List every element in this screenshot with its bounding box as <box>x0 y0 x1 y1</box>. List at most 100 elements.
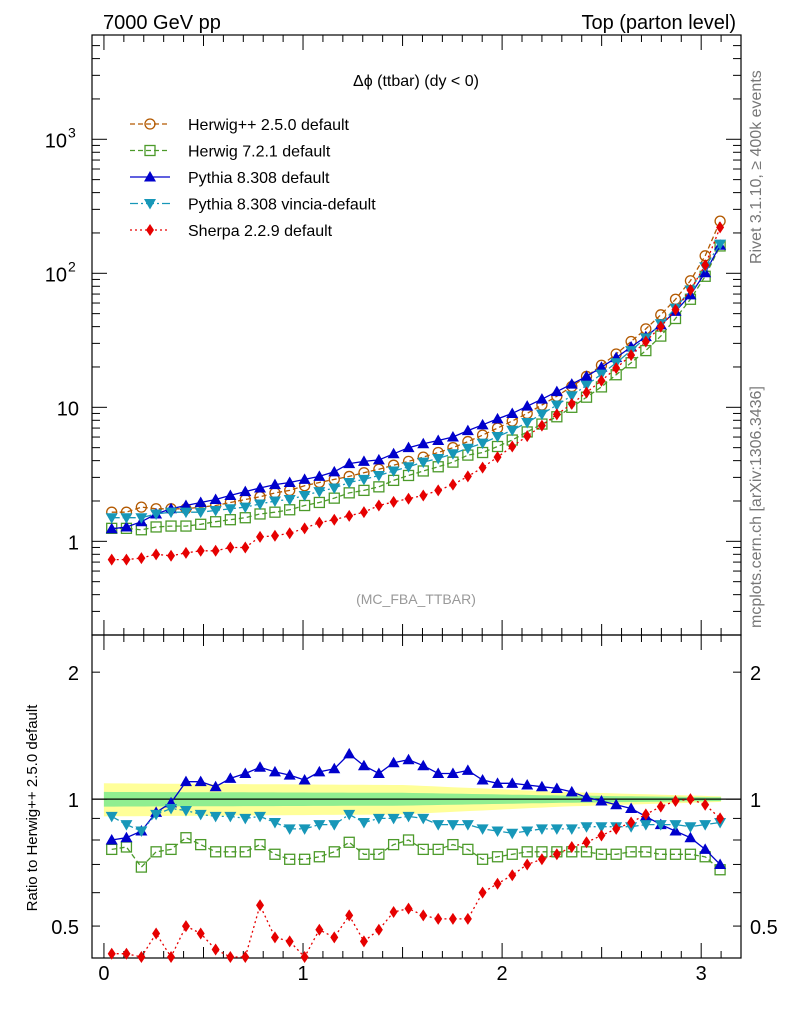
ratio-point-sherpa-2-2-9-default <box>537 853 546 866</box>
ratio-point-pythia-8-308-vincia-default <box>550 824 563 835</box>
main-point-pythia-8-308-vincia-default <box>283 495 296 506</box>
ratio-point-sherpa-2-2-9-default <box>434 912 443 925</box>
ratio-point-pythia-8-308-vincia-default <box>372 813 385 825</box>
ratio-point-pythia-8-308-default <box>595 794 608 806</box>
ratio-point-pythia-8-308-vincia-default <box>283 824 296 835</box>
main-point-pythia-8-308-vincia-default <box>535 409 548 421</box>
legend-marker-pythia-8-308-default <box>144 171 156 182</box>
main-point-sherpa-2-2-9-default <box>478 461 487 474</box>
ratio-point-pythia-8-308-vincia-default <box>565 824 578 835</box>
main-point-sherpa-2-2-9-default <box>523 430 532 443</box>
ratio-xtick-label: 3 <box>696 963 707 985</box>
main-point-pythia-8-308-default <box>179 499 192 511</box>
ratio-frame <box>91 634 742 959</box>
ratio-point-pythia-8-308-vincia-default <box>194 809 207 821</box>
main-point-sherpa-2-2-9-default <box>716 221 725 234</box>
ratio-point-sherpa-2-2-9-default <box>137 951 146 963</box>
ratio-xtick-label: 2 <box>497 963 508 985</box>
ratio-point-pythia-8-308-vincia-default <box>684 822 697 833</box>
main-point-sherpa-2-2-9-default <box>345 509 354 522</box>
ratio-point-pythia-8-308-default <box>328 762 341 774</box>
main-ytick-label: 10 <box>45 264 67 286</box>
ratio-point-pythia-8-308-vincia-default <box>120 820 133 831</box>
ratio-point-sherpa-2-2-9-default <box>330 931 339 944</box>
main-point-pythia-8-308-default <box>476 418 489 430</box>
ratio-point-pythia-8-308-vincia-default <box>580 822 593 833</box>
ratio-xtick-label: 1 <box>297 963 308 985</box>
mcplots-label: mcplots.cern.ch [arXiv:1306.3436] <box>748 386 765 628</box>
ratio-point-sherpa-2-2-9-default <box>389 905 398 918</box>
main-point-pythia-8-308-default <box>461 424 474 436</box>
main-point-herwig-2-5-0-default <box>491 422 504 434</box>
ratio-point-herwig-7-2-1-default <box>640 846 652 858</box>
ratio-point-pythia-8-308-vincia-default <box>446 820 459 831</box>
ratio-point-pythia-8-308-default <box>506 777 519 788</box>
ratio-point-pythia-8-308-vincia-default <box>402 811 415 823</box>
main-point-sherpa-2-2-9-default <box>419 489 428 502</box>
ratio-point-sherpa-2-2-9-default <box>523 858 532 871</box>
ratio-point-sherpa-2-2-9-default <box>374 923 383 936</box>
main-point-herwig-7-2-1-default <box>150 521 162 533</box>
ratio-point-herwig-7-2-1-default <box>150 846 162 858</box>
main-point-herwig-7-2-1-default <box>491 440 504 453</box>
main-point-pythia-8-308-vincia-default <box>565 391 578 402</box>
main-point-pythia-8-308-default <box>105 522 118 534</box>
ratio-point-pythia-8-308-vincia-default <box>135 826 148 838</box>
main-point-pythia-8-308-vincia-default <box>343 477 356 489</box>
ratio-point-pythia-8-308-vincia-default <box>654 820 667 831</box>
ratio-point-pythia-8-308-default <box>625 802 638 814</box>
ratio-point-sherpa-2-2-9-default <box>270 931 279 944</box>
ratio-point-herwig-7-2-1-default <box>373 848 385 860</box>
ratio-point-pythia-8-308-vincia-default <box>476 824 489 835</box>
ratio-point-pythia-8-308-default <box>535 780 548 792</box>
ratio-ytick-label: 2 <box>68 663 79 685</box>
ratio-point-pythia-8-308-vincia-default <box>209 811 222 823</box>
main-point-herwig-7-2-1-default <box>269 506 281 518</box>
main-point-pythia-8-308-default <box>595 361 608 372</box>
main-point-sherpa-2-2-9-default <box>315 516 324 529</box>
main-point-pythia-8-308-default <box>224 489 237 500</box>
main-point-pythia-8-308-vincia-default <box>298 490 311 502</box>
main-point-pythia-8-308-vincia-default <box>446 449 459 460</box>
ratio-point-herwig-7-2-1-default <box>625 846 637 858</box>
main-point-pythia-8-308-default <box>506 407 519 418</box>
ratio-point-sherpa-2-2-9-default <box>241 951 250 963</box>
main-point-pythia-8-308-vincia-default <box>224 504 237 515</box>
ratio-point-herwig-7-2-1-default <box>254 838 266 851</box>
main-point-sherpa-2-2-9-default <box>448 478 457 491</box>
ratio-point-sherpa-2-2-9-default <box>315 923 324 936</box>
main-point-herwig-2-5-0-default <box>655 309 667 321</box>
main-point-pythia-8-308-default <box>535 393 548 404</box>
main-point-sherpa-2-2-9-default <box>612 362 621 375</box>
ratio-point-pythia-8-308-vincia-default <box>254 811 267 823</box>
main-point-sherpa-2-2-9-default <box>226 541 235 554</box>
main-point-pythia-8-308-vincia-default <box>150 509 163 520</box>
main-title: Δϕ (ttbar) (dy < 0) <box>353 73 479 90</box>
main-point-sherpa-2-2-9-default <box>330 513 339 526</box>
ratio-point-pythia-8-308-vincia-default <box>639 820 652 831</box>
main-point-pythia-8-308-default <box>268 478 281 490</box>
ratio-point-pythia-8-308-default <box>120 831 133 843</box>
ratio-point-pythia-8-308-default <box>610 798 623 810</box>
main-point-sherpa-2-2-9-default <box>285 527 294 540</box>
ratio-point-sherpa-2-2-9-default <box>345 909 354 922</box>
ratio-point-pythia-8-308-default <box>684 831 697 843</box>
main-point-pythia-8-308-default <box>328 465 341 477</box>
main-point-pythia-8-308-vincia-default <box>239 502 252 514</box>
main-point-pythia-8-308-vincia-default <box>135 513 148 524</box>
main-point-sherpa-2-2-9-default <box>597 374 606 387</box>
ratio-ylabel: Ratio to Herwig++ 2.5.0 default <box>24 704 41 912</box>
main-point-pythia-8-308-vincia-default <box>417 457 430 469</box>
main-point-pythia-8-308-default <box>491 412 504 424</box>
main-point-sherpa-2-2-9-default <box>552 408 561 421</box>
main-point-pythia-8-308-vincia-default <box>120 513 133 524</box>
ratio-point-pythia-8-308-vincia-default <box>328 820 341 831</box>
ratio-point-sherpa-2-2-9-default <box>686 793 695 806</box>
ratio-point-pythia-8-308-default <box>402 753 415 765</box>
main-panel: Δϕ (ttbar) (dy < 0) (MC_FBA_TTBAR) 1 10 10… <box>45 34 742 636</box>
ratio-point-pythia-8-308-vincia-default <box>432 820 445 831</box>
ratio-point-herwig-7-2-1-default <box>595 848 608 860</box>
main-point-sherpa-2-2-9-default <box>270 529 279 542</box>
main-point-sherpa-2-2-9-default <box>256 530 265 543</box>
main-point-pythia-8-308-default <box>432 434 445 446</box>
